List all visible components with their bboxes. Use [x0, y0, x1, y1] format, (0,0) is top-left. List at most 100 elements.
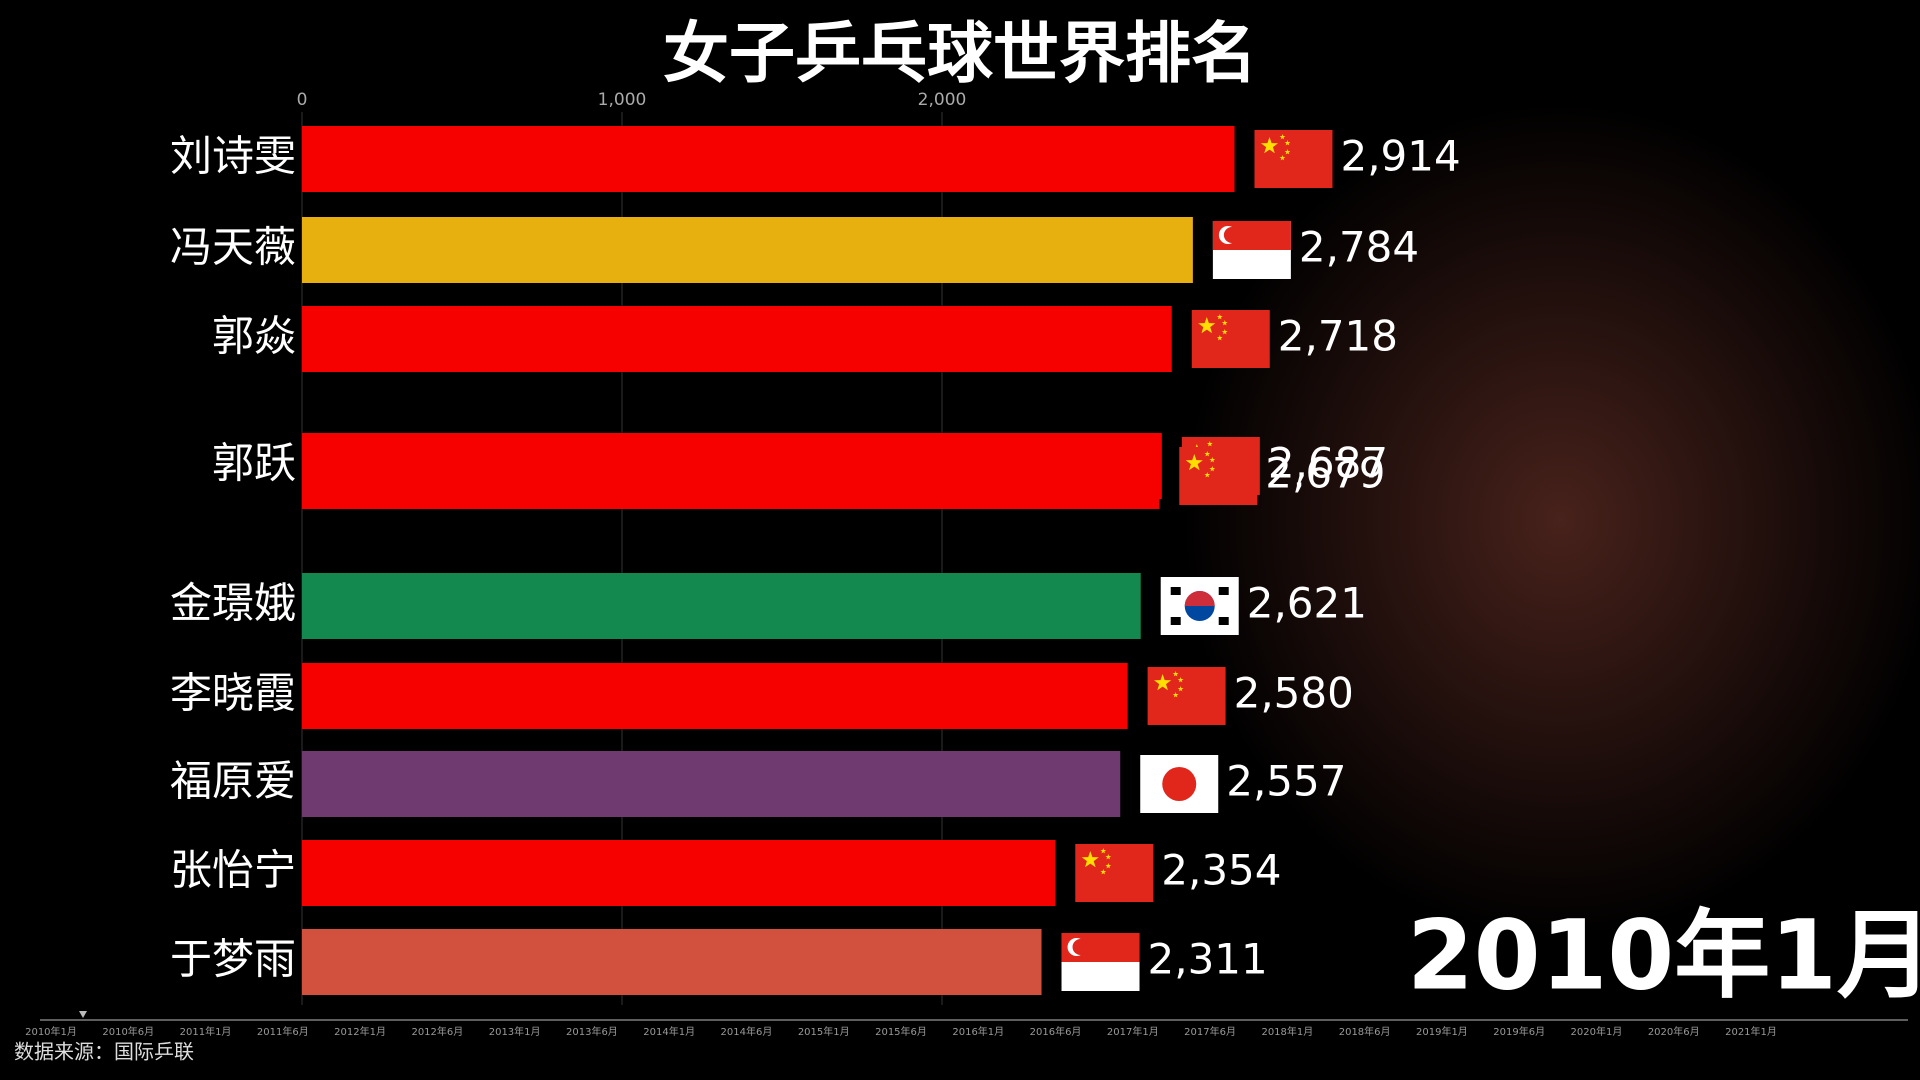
- flag-field: [1254, 130, 1333, 188]
- flag-star: [1284, 140, 1291, 146]
- flag-star: [1100, 848, 1107, 854]
- flag-star: [1209, 466, 1216, 472]
- flag-field: [1075, 844, 1154, 902]
- timeline-marker: [79, 1011, 87, 1018]
- timeline-label: 2013年6月: [566, 1025, 618, 1038]
- flag-star: [1185, 454, 1203, 471]
- background-photo: [1180, 100, 1920, 940]
- timeline-label: 2012年6月: [411, 1025, 463, 1038]
- bar: [302, 840, 1056, 906]
- timeline-label: 2010年6月: [102, 1025, 154, 1038]
- timeline-label: 2014年6月: [721, 1025, 773, 1038]
- category-label: 郭跃: [212, 439, 296, 488]
- flag-field: [1147, 667, 1226, 725]
- timeline-label: 2019年6月: [1493, 1025, 1545, 1038]
- bar: [302, 573, 1141, 639]
- category-label: 福原爱: [170, 757, 296, 806]
- flag: [1191, 310, 1270, 368]
- timeline-label: 2018年6月: [1339, 1025, 1391, 1038]
- flag-star: [1177, 677, 1184, 683]
- source-note: 数据来源：国际乒联: [14, 1040, 194, 1064]
- flag-star: [1216, 314, 1223, 320]
- flag-disc: [1162, 767, 1197, 801]
- category-label: 于梦雨: [170, 935, 296, 984]
- timeline-label: 2018年1月: [1261, 1025, 1313, 1038]
- flag: [1160, 577, 1239, 635]
- timeline-label: 2011年1月: [180, 1025, 232, 1038]
- value-label: 2,718: [1278, 312, 1398, 361]
- timeline-label: 2021年1月: [1725, 1025, 1777, 1038]
- value-label: 2,354: [1161, 846, 1281, 895]
- flag-star: [1279, 155, 1286, 161]
- flag-field: [1191, 310, 1270, 368]
- flag-star: [1204, 472, 1211, 478]
- flag-circle-top: [1184, 591, 1215, 606]
- category-label: 金璟娥: [170, 579, 296, 628]
- category-label: 郭焱: [212, 312, 296, 361]
- timeline-label: 2014年1月: [643, 1025, 695, 1038]
- flag-star: [1172, 671, 1179, 677]
- flag-star: [1221, 329, 1228, 335]
- value-label: 2,557: [1226, 757, 1346, 806]
- timeline-label: 2015年1月: [798, 1025, 850, 1038]
- x-tick-label: 2,000: [918, 90, 967, 110]
- bar: [302, 751, 1121, 817]
- category-label: 刘诗雯: [170, 132, 296, 181]
- flag-moon-cut: [1072, 939, 1089, 955]
- flag: [1179, 447, 1258, 505]
- flag-star: [1207, 441, 1213, 447]
- flag-trigram: [1170, 587, 1181, 595]
- timeline-label: 2020年1月: [1571, 1025, 1623, 1038]
- timeline-label: 2017年1月: [1107, 1025, 1159, 1038]
- chart-title: 女子乒乓球世界排名: [663, 15, 1257, 92]
- flag-star: [1209, 457, 1216, 463]
- flag-star: [1221, 320, 1228, 326]
- bar: [302, 929, 1042, 995]
- bar: [302, 126, 1235, 192]
- flag: [1061, 933, 1140, 991]
- flag-field: [1179, 447, 1258, 505]
- flag-star: [1204, 451, 1211, 457]
- flag: [1140, 755, 1219, 813]
- timeline-label: 2019年1月: [1416, 1025, 1468, 1038]
- timeline-label: 2011年6月: [257, 1025, 309, 1038]
- flag-star: [1260, 137, 1278, 154]
- flag-star: [1198, 317, 1216, 334]
- bar: [302, 306, 1172, 372]
- flag-star: [1081, 851, 1099, 868]
- value-label: 2,914: [1340, 132, 1460, 181]
- flag-star: [1105, 854, 1112, 860]
- category-label: 冯天薇: [170, 223, 296, 272]
- bar: [302, 663, 1128, 729]
- flag-star: [1177, 686, 1184, 692]
- flag-moon-cut: [1223, 227, 1240, 243]
- flag-star: [1154, 674, 1172, 691]
- timeline-label: 2016年6月: [1030, 1025, 1082, 1038]
- timeline-label: 2015年6月: [875, 1025, 927, 1038]
- flag-trigram: [1170, 617, 1181, 625]
- value-label: 2,679: [1265, 449, 1385, 498]
- value-label: 2,311: [1148, 935, 1268, 984]
- value-label: 2,621: [1247, 579, 1367, 628]
- timeline-label: 2020年6月: [1648, 1025, 1700, 1038]
- bar: [302, 443, 1160, 509]
- x-tick-label: 1,000: [598, 90, 647, 110]
- timeline-label: 2012年1月: [334, 1025, 386, 1038]
- value-label: 2,784: [1299, 223, 1419, 272]
- flag-star: [1216, 335, 1223, 341]
- category-label: 李晓霞: [170, 669, 296, 718]
- flag: [1212, 221, 1291, 279]
- flag-star: [1100, 869, 1107, 875]
- x-tick-label: 0: [297, 90, 308, 110]
- flag-trigram: [1218, 587, 1229, 595]
- flag-star: [1284, 149, 1291, 155]
- timeline-label: 2016年1月: [952, 1025, 1004, 1038]
- flag-star: [1172, 692, 1179, 698]
- period-label: 2010年1月: [1407, 899, 1920, 1011]
- flag: [1075, 844, 1154, 902]
- timeline-label: 2017年6月: [1184, 1025, 1236, 1038]
- flag: [1254, 130, 1333, 188]
- flag-trigram: [1218, 617, 1229, 625]
- flag: [1147, 667, 1226, 725]
